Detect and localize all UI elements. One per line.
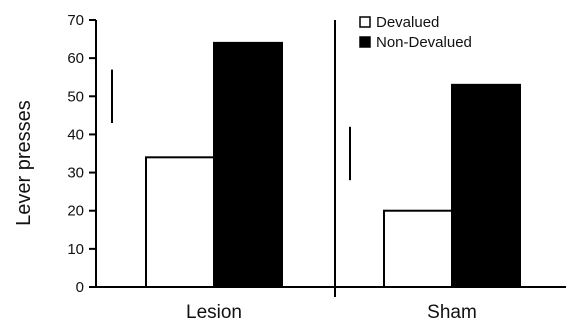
category-label-lesion: Lesion	[186, 302, 242, 323]
y-tick-label: 10	[67, 241, 84, 258]
legend-swatch-non-devalued	[359, 36, 371, 48]
category-label-sham: Sham	[427, 302, 477, 323]
x-axis: Lesion Sham	[96, 286, 566, 323]
legend-label-devalued: Devalued	[376, 14, 439, 31]
y-tick-label: 60	[67, 50, 84, 67]
bar-devalued-lesion	[145, 156, 215, 288]
bar-devalued-sham	[383, 209, 453, 288]
legend-label-non-devalued: Non-Devalued	[376, 34, 472, 51]
y-tick-label: 20	[67, 203, 84, 220]
bar-non-devalued-sham	[451, 83, 521, 289]
y-axis-label: Lever presses	[13, 100, 35, 226]
bar-non-devalued-lesion	[213, 41, 283, 289]
y-axis: 0 10 20 30 40 50 60 70	[67, 12, 97, 296]
y-tick-label: 70	[67, 12, 84, 29]
y-tick-label: 30	[67, 165, 84, 182]
legend-swatch-devalued	[359, 16, 371, 28]
y-tick-label: 50	[67, 88, 84, 105]
y-tick-label: 0	[76, 279, 84, 296]
y-tick-label: 40	[67, 126, 84, 143]
bars	[145, 41, 521, 289]
error-bars	[111, 69, 351, 181]
legend: Devalued Non-Devalued	[359, 14, 472, 51]
